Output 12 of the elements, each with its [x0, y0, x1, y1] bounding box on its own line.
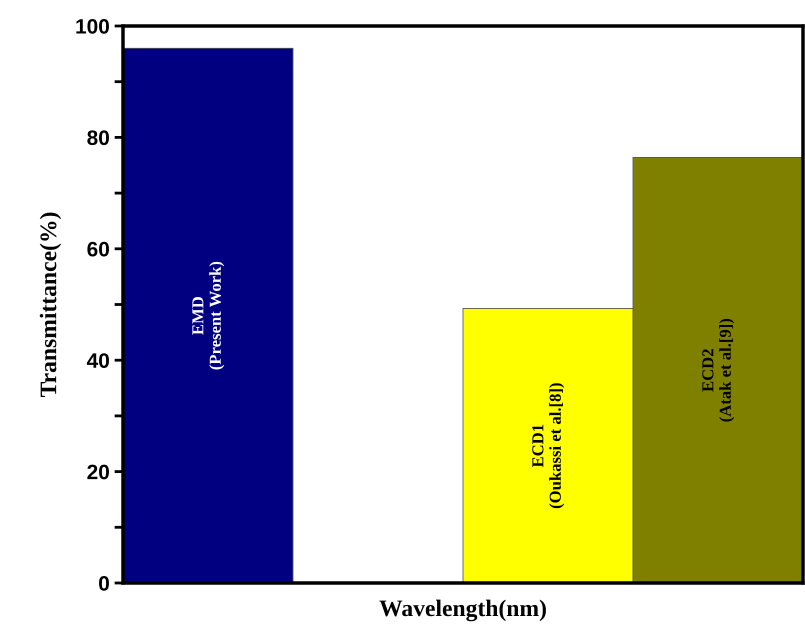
x-tick-label: ECD2 (Atak et al.[9])	[702, 318, 734, 422]
y-tick-label: 0	[99, 576, 109, 591]
y-axis-title: Transmittance(%)	[40, 212, 62, 398]
x-tick-label: ECD1 (Oukassi et al.[8])	[532, 383, 564, 508]
bar	[123, 48, 294, 583]
y-tick-label: 100	[76, 19, 109, 34]
x-tick-label: EMD (Present Work)	[192, 262, 224, 370]
y-tick-label: 40	[86, 353, 109, 368]
y-tick-label: 20	[87, 464, 109, 480]
y-tick-label: 80	[87, 130, 109, 146]
x-axis-title: Wavelength(nm)	[379, 600, 546, 622]
y-tick-label: 60	[87, 242, 109, 257]
